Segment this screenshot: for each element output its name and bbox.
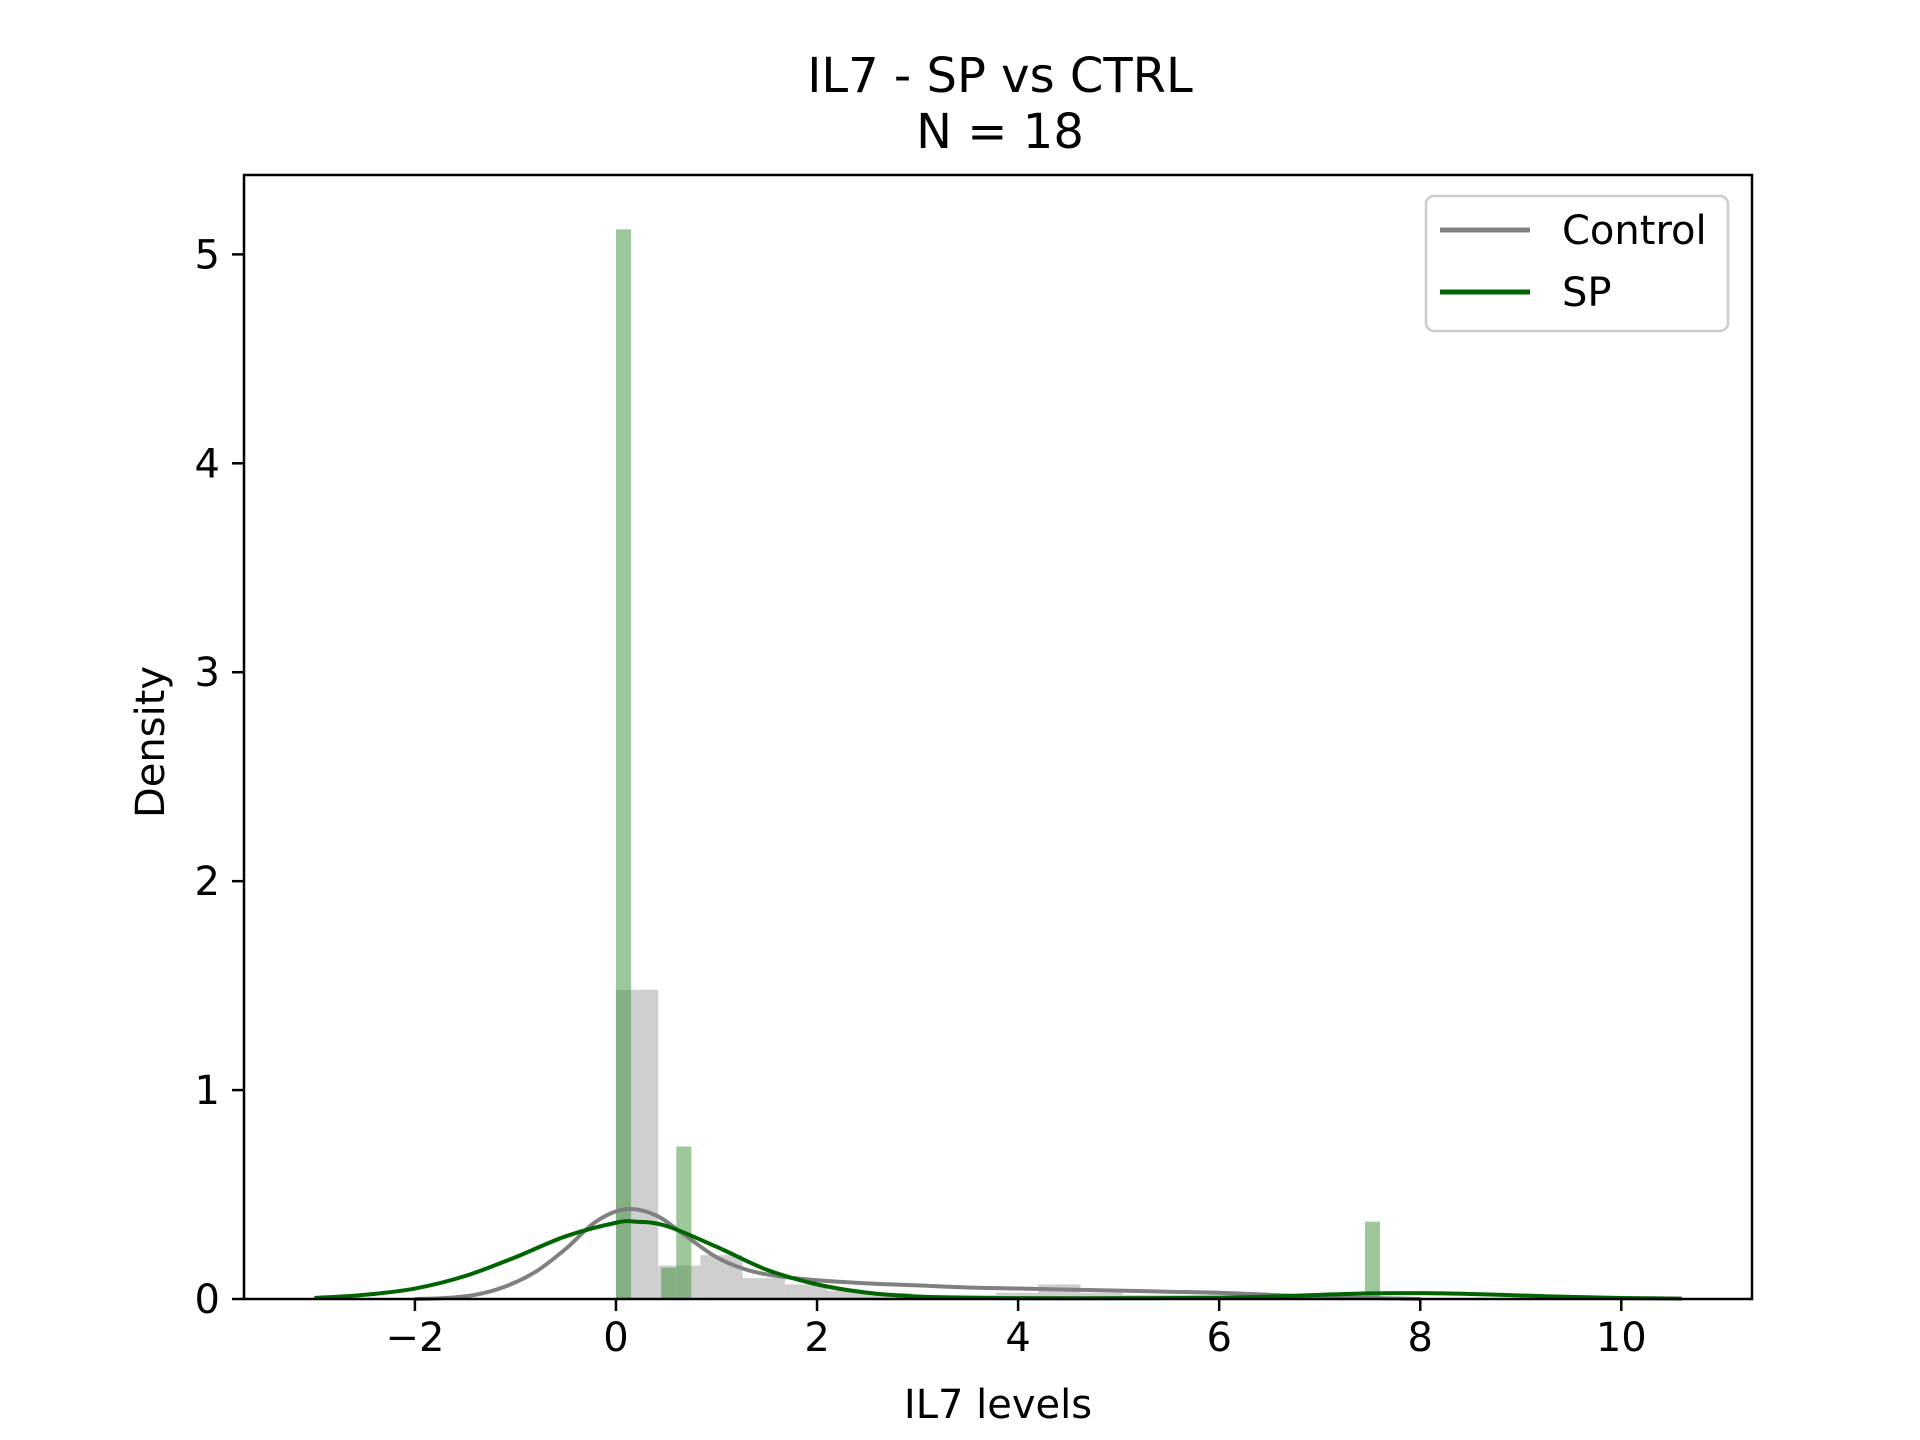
y-axis-label: Density bbox=[128, 666, 174, 818]
x-axis-label: IL7 levels bbox=[904, 1382, 1092, 1428]
legend-label-sp: SP bbox=[1562, 270, 1612, 316]
sp-histogram bbox=[615, 229, 1381, 1299]
y-tick-label-0: 0 bbox=[195, 1277, 220, 1323]
plot-area bbox=[314, 229, 1682, 1301]
control-bar-9 bbox=[995, 1292, 1039, 1299]
sp-kde-line bbox=[314, 1219, 1682, 1301]
x-tick-label-4: 6 bbox=[1206, 1315, 1231, 1361]
control-bar-5 bbox=[827, 1290, 870, 1299]
x-tick-label-2: 2 bbox=[804, 1315, 829, 1361]
sp-bar-0 bbox=[615, 229, 632, 1299]
chart-title: IL7 - SP vs CTRL bbox=[807, 48, 1193, 104]
control-bar-3 bbox=[742, 1278, 785, 1299]
sp-bar-3 bbox=[1364, 1221, 1381, 1299]
sp-bar-2 bbox=[676, 1146, 692, 1299]
y-tick-label-2: 2 bbox=[195, 859, 220, 905]
x-tick-label-3: 4 bbox=[1005, 1315, 1030, 1361]
y-tick-label-3: 3 bbox=[195, 650, 220, 696]
control-bar-4 bbox=[784, 1284, 828, 1299]
y-tick-label-4: 4 bbox=[195, 441, 220, 487]
legend: Control SP bbox=[1424, 194, 1730, 333]
x-tick-label-6: 10 bbox=[1596, 1315, 1647, 1361]
legend-label-control: Control bbox=[1562, 208, 1707, 254]
sp-bar-1 bbox=[661, 1267, 677, 1299]
control-bar-11 bbox=[1080, 1292, 1123, 1299]
y-axis-ticks: 0 1 2 3 4 5 bbox=[195, 232, 244, 1323]
x-tick-label-0: −2 bbox=[385, 1315, 444, 1361]
y-tick-label-1: 1 bbox=[195, 1068, 220, 1114]
x-axis-ticks: −2 0 2 4 6 8 10 bbox=[385, 1299, 1647, 1361]
control-bar-2 bbox=[700, 1255, 743, 1299]
x-tick-label-5: 8 bbox=[1408, 1315, 1433, 1361]
y-tick-label-5: 5 bbox=[195, 232, 220, 278]
chart-subtitle: N = 18 bbox=[916, 104, 1084, 160]
axes-frame bbox=[242, 173, 1754, 1301]
x-tick-label-1: 0 bbox=[603, 1315, 628, 1361]
